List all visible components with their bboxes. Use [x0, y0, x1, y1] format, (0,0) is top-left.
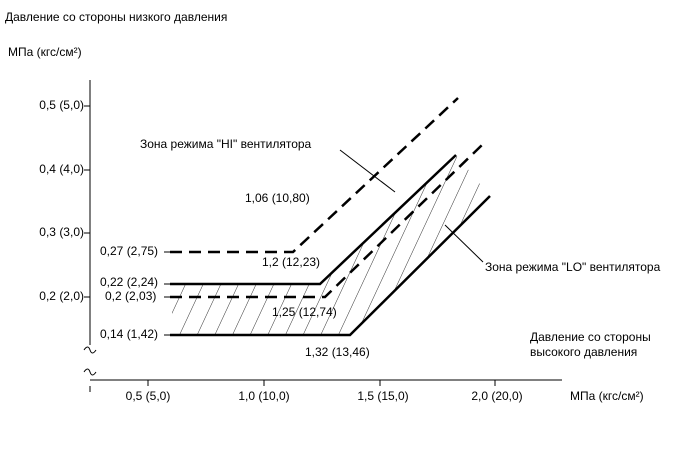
- point-label: 1,32 (13,46): [305, 345, 370, 359]
- point-label: 0,14 (1,42): [100, 327, 158, 341]
- axes: [83, 80, 562, 392]
- x-label: высокого давления: [530, 345, 637, 359]
- x-tick-label: 2,0 (20,0): [471, 389, 522, 403]
- title: Давление со стороны низкого давления: [5, 10, 227, 24]
- y-tick-label: 0,5 (5,0): [39, 98, 84, 112]
- hi-lower-line: [170, 144, 483, 299]
- point-label: 1,25 (12,74): [272, 305, 337, 319]
- lo-lower-line: [170, 195, 491, 337]
- x-tick-label: 1,0 (10,0): [238, 389, 289, 403]
- zone-label: Зона режима "LO" вентилятора: [485, 260, 661, 274]
- lo-zone-hatch: [172, 155, 490, 335]
- point-label: 0,27 (2,75): [100, 244, 158, 258]
- leader: [444, 224, 484, 263]
- x-unit: МПа (кгс/см²): [570, 389, 644, 403]
- label-ticks: [164, 251, 170, 336]
- hi-upper-line: [170, 97, 459, 254]
- x-label: Давление со стороны: [530, 330, 651, 344]
- y-tick-label: 0,4 (4,0): [39, 162, 84, 176]
- point-label: 1,2 (12,23): [262, 255, 320, 269]
- point-label: 0,2 (2,03): [105, 289, 156, 303]
- y-tick-label: 0,3 (3,0): [39, 225, 84, 239]
- y-tick-label: 0,2 (2,0): [39, 289, 84, 303]
- lo-upper-line: [170, 154, 457, 286]
- x-tick-label: 1,5 (15,0): [357, 389, 408, 403]
- y-unit: МПа (кгс/см²): [8, 45, 82, 59]
- point-label: 1,06 (10,80): [245, 191, 310, 205]
- x-tick-label: 0,5 (5,0): [126, 389, 171, 403]
- point-label: 0,22 (2,24): [100, 275, 158, 289]
- leader: [339, 149, 396, 193]
- zone-label: Зона режима "HI" вентилятора: [140, 137, 312, 151]
